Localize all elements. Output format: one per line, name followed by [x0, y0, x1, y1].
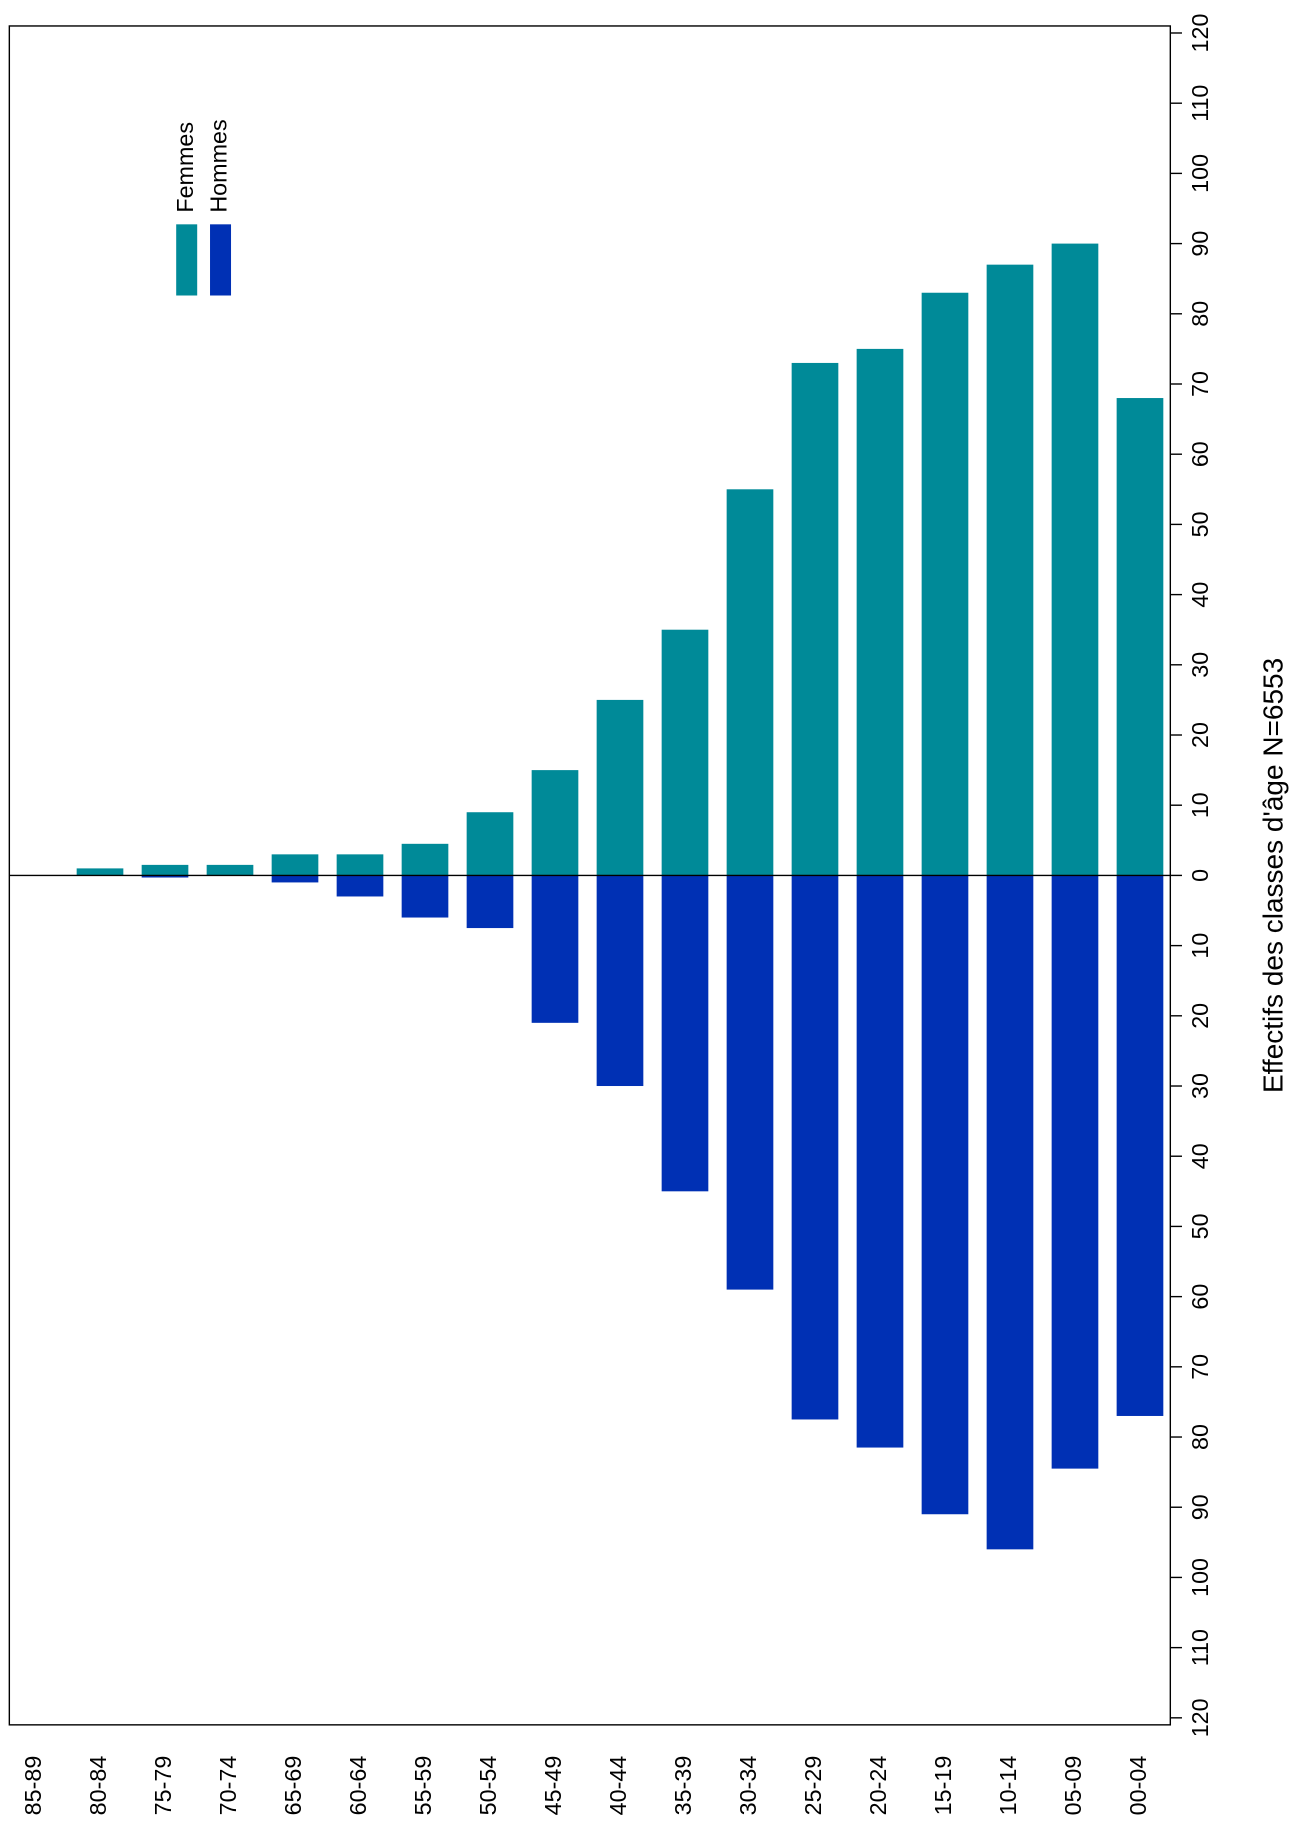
bar: [141, 875, 189, 878]
x-tick-label: 10-14: [995, 1756, 1021, 1816]
bar: [661, 629, 709, 876]
bar: [1116, 398, 1164, 876]
bar: [531, 875, 579, 1023]
bar: [856, 348, 904, 876]
bar: [271, 854, 319, 876]
y-tick-label: 10: [1187, 933, 1213, 959]
bar: [921, 292, 969, 876]
bar: [856, 875, 904, 1448]
x-tick-label: 45-49: [540, 1756, 566, 1816]
bar: [726, 489, 774, 876]
x-tick-label: 70-74: [215, 1756, 241, 1816]
bar: [271, 875, 319, 883]
bar: [466, 812, 514, 876]
y-tick-label: 80: [1187, 301, 1213, 327]
y-tick-label: 40: [1187, 582, 1213, 608]
y-tick-label: 60: [1187, 441, 1213, 467]
y-tick-label: 120: [1187, 14, 1213, 53]
bar: [336, 875, 384, 897]
y-tick-label: 30: [1187, 1073, 1213, 1099]
y-tick-label: 60: [1187, 1284, 1213, 1310]
bar: [1051, 243, 1099, 876]
bar: [206, 864, 254, 876]
legend-swatch: [176, 224, 198, 296]
y-tick-label: 70: [1187, 1354, 1213, 1380]
y-tick-label: 10: [1187, 792, 1213, 818]
x-tick-label: 85-89: [20, 1756, 46, 1816]
bar: [986, 875, 1034, 1550]
x-tick-label: 50-54: [475, 1756, 501, 1816]
y-tick-label: 30: [1187, 652, 1213, 678]
bar: [1116, 875, 1164, 1416]
bar: [401, 875, 449, 918]
y-tick-label: 80: [1187, 1424, 1213, 1450]
legend-label: Hommes: [206, 119, 232, 212]
bar: [141, 864, 189, 876]
bar: [596, 875, 644, 1087]
y-tick-label: 100: [1187, 1558, 1213, 1597]
y-tick-label: 50: [1187, 511, 1213, 537]
x-tick-label: 55-59: [410, 1756, 436, 1816]
y-tick-label: 20: [1187, 1003, 1213, 1029]
y-tick-label: 90: [1187, 1494, 1213, 1520]
y-tick-label: 40: [1187, 1143, 1213, 1169]
legend-label: Femmes: [172, 122, 198, 213]
legend-swatch: [210, 224, 232, 296]
bar: [986, 264, 1034, 876]
y-tick-label: 70: [1187, 371, 1213, 397]
bar: [76, 868, 124, 876]
bar: [336, 854, 384, 876]
x-tick-label: 20-24: [865, 1756, 891, 1816]
x-tick-label: 60-64: [345, 1756, 371, 1816]
x-tick-label: 00-04: [1125, 1756, 1151, 1816]
y-tick-label: 110: [1187, 1629, 1213, 1666]
bar: [726, 875, 774, 1290]
bar: [921, 875, 969, 1515]
bar: [466, 875, 514, 929]
x-tick-label: 15-19: [930, 1756, 956, 1816]
x-tick-label: 35-39: [670, 1756, 696, 1816]
y-tick-label: 50: [1187, 1213, 1213, 1239]
bar: [791, 875, 839, 1420]
y-tick-label: 120: [1187, 1698, 1213, 1737]
y-tick-label: 100: [1187, 154, 1213, 193]
x-tick-label: 80-84: [85, 1756, 111, 1816]
bar: [596, 699, 644, 876]
axis-title: Effectifs des classes d'âge N=6553: [1258, 658, 1289, 1093]
y-tick-label: 0: [1187, 869, 1213, 882]
x-tick-label: 40-44: [605, 1756, 631, 1816]
x-tick-label: 75-79: [150, 1756, 176, 1816]
x-tick-label: 25-29: [800, 1756, 826, 1816]
bar: [661, 875, 709, 1192]
bar: [531, 770, 579, 876]
bar: [791, 362, 839, 876]
y-tick-label: 90: [1187, 231, 1213, 257]
x-tick-label: 05-09: [1060, 1756, 1086, 1816]
x-tick-label: 65-69: [280, 1756, 306, 1816]
bar: [1051, 875, 1099, 1469]
x-tick-label: 30-34: [735, 1756, 761, 1816]
y-tick-label: 20: [1187, 722, 1213, 748]
y-tick-label: 110: [1187, 85, 1213, 122]
bar: [401, 843, 449, 876]
